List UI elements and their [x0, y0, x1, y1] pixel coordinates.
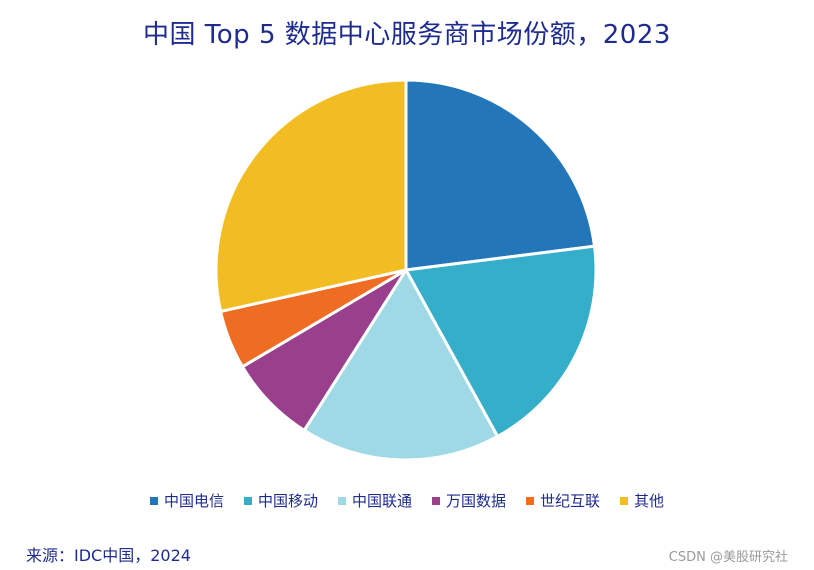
- legend-label: 其他: [634, 492, 665, 510]
- legend-label: 中国电信: [163, 492, 224, 510]
- legend-item: 其他: [620, 490, 664, 511]
- legend-item: 中国联通: [337, 490, 412, 511]
- pie-slices: [214, 78, 598, 462]
- legend-swatch: [432, 496, 440, 505]
- legend-swatch: [526, 496, 535, 505]
- legend-label: 世纪互联: [540, 492, 601, 510]
- legend-item: 中国移动: [243, 490, 318, 511]
- pie-slice-1: [404, 78, 596, 272]
- legend-label: 万国数据: [446, 492, 507, 510]
- source-note: 来源：IDC中国，2024: [26, 546, 191, 565]
- legend-swatch: [620, 496, 629, 505]
- pie-slice-6: [214, 78, 408, 313]
- chart-legend: 中国电信 中国移动 中国联通 万国数据 世纪互联 其他: [0, 490, 814, 511]
- legend-item: 万国数据: [432, 490, 506, 511]
- pie-slice-2: [404, 244, 598, 438]
- legend-item: 世纪互联: [526, 490, 600, 511]
- watermark: CSDN @美股研究社: [668, 550, 788, 565]
- chart-title: 中国 Top 5 数据中心服务商市场份额，2023: [143, 20, 671, 50]
- legend-label: 中国移动: [257, 492, 318, 510]
- legend-swatch: [337, 496, 346, 505]
- pie-slice-3: [302, 268, 500, 462]
- legend-item: 中国电信: [149, 490, 224, 511]
- legend-swatch: [243, 496, 252, 505]
- legend-swatch: [149, 496, 158, 505]
- legend-label: 中国联通: [351, 492, 412, 510]
